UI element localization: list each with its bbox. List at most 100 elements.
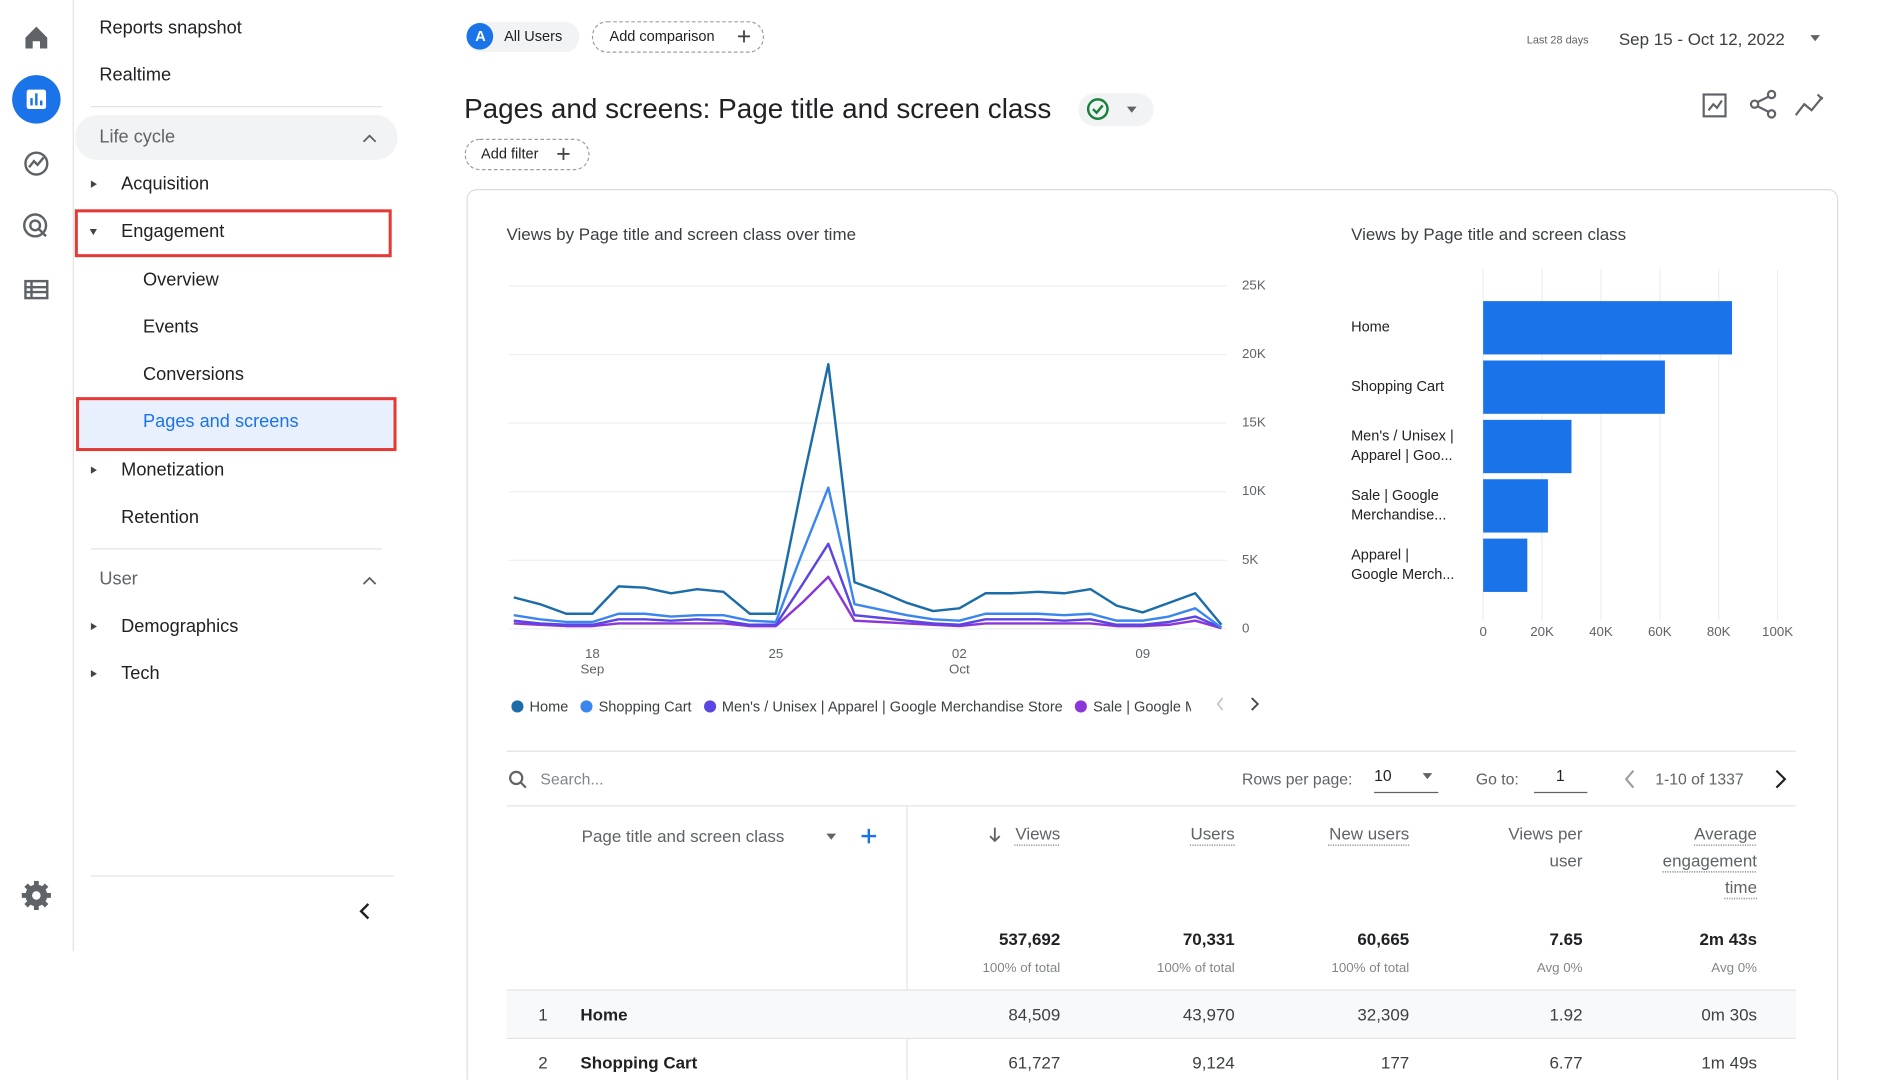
- x-tick-sublabel: Sep: [581, 662, 605, 677]
- page-title: Pages and screens: Page title and screen…: [464, 93, 1051, 126]
- y-tick-label: Apparel | Goo...: [1351, 448, 1453, 464]
- pagination: 1-10 of 1337: [1655, 770, 1743, 788]
- cell: 9,124: [1192, 1053, 1234, 1072]
- y-tick-label: Home: [1351, 320, 1390, 336]
- y-tick-label: Men's / Unisex |: [1351, 429, 1454, 445]
- y-tick-label: Sale | Google: [1351, 488, 1439, 504]
- rows-select[interactable]: 10: [1374, 766, 1392, 784]
- y-tick-label: 5K: [1242, 552, 1258, 567]
- total-value: 60,665: [1357, 929, 1409, 948]
- y-tick-label: 20K: [1242, 346, 1266, 361]
- bar: [1483, 479, 1548, 532]
- cell: 32,309: [1357, 1005, 1409, 1024]
- y-tick-label: 15K: [1242, 415, 1266, 430]
- column-header[interactable]: Average engagement time: [1646, 820, 1757, 900]
- search-input[interactable]: Search...: [540, 770, 603, 788]
- total-value: 537,692: [999, 929, 1060, 948]
- x-tick-label: 09: [1135, 646, 1150, 661]
- nav-item[interactable]: Tech: [121, 663, 159, 684]
- x-tick-label: 02: [952, 646, 967, 661]
- legend-label: Shopping Cart: [599, 698, 692, 715]
- legend-swatch: [580, 700, 592, 712]
- add-comparison[interactable]: Add comparison: [610, 28, 715, 45]
- series-line: [514, 364, 1222, 625]
- total-note: 100% of total: [982, 961, 1060, 976]
- y-tick-label: 0: [1242, 620, 1249, 635]
- legend-item: Shopping Cart: [580, 698, 691, 715]
- legend-swatch: [704, 700, 716, 712]
- nav-item[interactable]: Reports snapshot: [99, 18, 241, 39]
- row-index: 2: [538, 1053, 547, 1072]
- nav-item[interactable]: Realtime: [99, 65, 171, 86]
- column-label[interactable]: Users: [1190, 824, 1234, 843]
- x-tick-label: 20K: [1530, 624, 1554, 639]
- legend-item: Sale | Google Merchandise Store: [1075, 698, 1191, 715]
- bar: [1483, 301, 1732, 354]
- bar: [1483, 539, 1527, 592]
- date-prefix: Last 28 days: [1527, 34, 1589, 46]
- chart-title: Views by Page title and screen class ove…: [507, 224, 857, 243]
- goto-input[interactable]: 1: [1556, 766, 1565, 784]
- legend-item: Men's / Unisex | Apparel | Google Mercha…: [704, 698, 1063, 715]
- row-name: Shopping Cart: [580, 1053, 697, 1072]
- column-label[interactable]: New users: [1329, 824, 1409, 843]
- nav-item[interactable]: Retention: [121, 507, 199, 528]
- legend-label: Home: [530, 698, 569, 715]
- cell: 61,727: [1008, 1053, 1060, 1072]
- nav-subitem-active[interactable]: Pages and screens: [143, 411, 299, 432]
- x-tick-label: 80K: [1707, 624, 1731, 639]
- x-tick-label: 25: [768, 646, 783, 661]
- legend-item: Home: [511, 698, 568, 715]
- row-name: Home: [580, 1005, 627, 1024]
- date-range[interactable]: Sep 15 - Oct 12, 2022: [1619, 29, 1785, 48]
- segment-name[interactable]: All Users: [504, 28, 562, 45]
- nav-subitem[interactable]: Events: [143, 317, 199, 338]
- cell: 1.92: [1549, 1005, 1582, 1024]
- segment-badge: A: [474, 28, 487, 45]
- x-tick-label: 40K: [1589, 624, 1613, 639]
- cell: 6.77: [1549, 1053, 1582, 1072]
- total-value: 2m 43s: [1699, 929, 1757, 948]
- nav-section[interactable]: User: [99, 569, 137, 590]
- total-value: 70,331: [1183, 929, 1235, 948]
- x-tick-sublabel: Oct: [949, 662, 970, 677]
- x-tick-label: 0: [1479, 624, 1486, 639]
- cell: 177: [1381, 1053, 1409, 1072]
- column-header[interactable]: Views: [988, 820, 1061, 847]
- column-header[interactable]: Views per user: [1492, 820, 1583, 873]
- column-label[interactable]: Views: [1015, 824, 1060, 843]
- nav-section[interactable]: Life cycle: [99, 127, 175, 148]
- cell: 84,509: [1008, 1005, 1060, 1024]
- add-filter[interactable]: Add filter: [481, 145, 538, 162]
- y-tick-label: Shopping Cart: [1351, 379, 1444, 395]
- column-header[interactable]: Users: [1162, 820, 1235, 847]
- total-note: 100% of total: [1331, 961, 1409, 976]
- nav-subitem[interactable]: Conversions: [143, 364, 244, 385]
- column-label[interactable]: Average engagement time: [1663, 824, 1757, 897]
- nav-item[interactable]: Demographics: [121, 616, 238, 637]
- y-tick-label: 10K: [1242, 483, 1266, 498]
- total-note: Avg 0%: [1537, 961, 1583, 976]
- bar: [1483, 420, 1571, 473]
- goto-label: Go to:: [1476, 770, 1519, 788]
- nav-item[interactable]: Acquisition: [121, 174, 209, 195]
- nav-item[interactable]: Monetization: [121, 460, 224, 481]
- cell: 1m 49s: [1701, 1053, 1757, 1072]
- legend: Home Shopping Cart Men's / Unisex | Appare…: [511, 696, 1191, 718]
- column-header[interactable]: New users: [1300, 820, 1409, 847]
- nav-subitem[interactable]: Overview: [143, 270, 219, 291]
- row-index: 1: [538, 1005, 547, 1024]
- y-tick-label: Apparel |: [1351, 547, 1409, 563]
- y-tick-label: Google Merch...: [1351, 567, 1454, 583]
- x-tick-label: 18: [585, 646, 600, 661]
- legend-label: Sale | Google Merchandise Store: [1093, 698, 1191, 715]
- y-tick-label: 25K: [1242, 277, 1266, 292]
- cell: 0m 30s: [1701, 1005, 1757, 1024]
- x-tick-label: 60K: [1648, 624, 1672, 639]
- series-line: [514, 488, 1222, 628]
- nav-item[interactable]: Engagement: [121, 221, 224, 242]
- column-header[interactable]: Page title and screen class: [582, 823, 785, 850]
